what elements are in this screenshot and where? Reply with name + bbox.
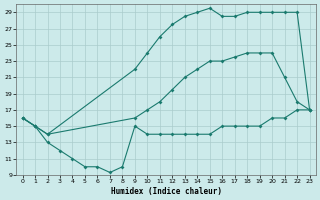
X-axis label: Humidex (Indice chaleur): Humidex (Indice chaleur) <box>111 187 221 196</box>
